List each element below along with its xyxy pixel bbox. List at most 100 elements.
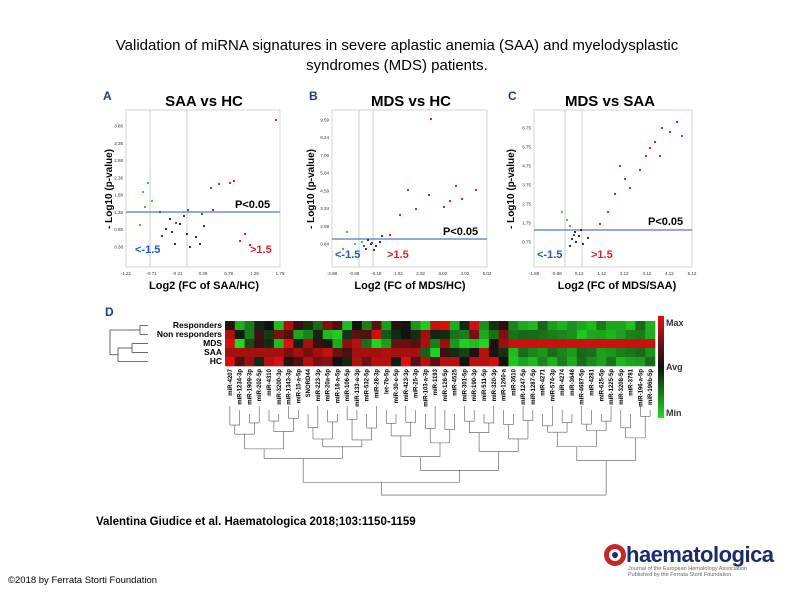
scatter-point (566, 219, 568, 221)
x-tick-label: 1.79 (276, 271, 285, 276)
heatmap-cell (264, 321, 275, 331)
column-label: miR-574-3p (550, 369, 556, 402)
heatmap-cell (361, 321, 372, 331)
heatmap-cell (371, 348, 382, 358)
column-label: miR-532-5p (365, 369, 371, 402)
heatmap-cell (273, 339, 284, 349)
x-tick-label: -0.21 (172, 271, 183, 276)
x-tick-label: 1.29 (250, 271, 259, 276)
heatmap-cell (391, 330, 402, 340)
panel-b-left-label: <-1.5 (335, 249, 360, 261)
scatter-point (229, 182, 231, 184)
heatmap-cell (381, 348, 392, 358)
heatmap-cell (303, 321, 314, 331)
y-tick-label: 2.75 (522, 202, 531, 207)
heatmap-cell (293, 339, 304, 349)
panel-a-title: SAA vs HC (165, 93, 243, 110)
heatmap-cell (527, 348, 539, 358)
heatmap-cell (508, 321, 519, 331)
y-tick-label: 9.59 (320, 118, 329, 123)
panel-a-ticks: -1.21 -0.71 -0.21 0.29 0.79 1.29 1.79 3.88 3.38 2… (114, 124, 285, 277)
slide-title: Validation of miRNA signatures in severe… (40, 36, 754, 76)
panel-a-right-label: >1.5 (250, 244, 272, 256)
heatmap-cell (293, 357, 304, 367)
heatmap-cell (273, 348, 284, 358)
scatter-point (218, 183, 220, 185)
heatmap-cell (459, 330, 470, 340)
figure: A SAA vs HC P<0.05 <-1.5 >1.5 - Log10 (p… (103, 89, 697, 496)
panel-b-frame (331, 109, 488, 268)
heatmap-cell (479, 357, 490, 367)
x-tick-label: 5.02 (483, 271, 492, 276)
y-tick-label: 2.09 (320, 224, 329, 229)
x-tick-label: 1.02 (394, 271, 403, 276)
panel-c-ylabel: - Log10 (p-value) (506, 149, 517, 229)
heatmap-cell (625, 339, 636, 349)
heatmap-cell (576, 321, 587, 331)
column-label: miR-25-3p (414, 369, 420, 398)
heatmap-cell (645, 357, 656, 367)
heatmap-cell (352, 348, 363, 358)
heatmap-cell (312, 339, 324, 349)
heatmap-cell (567, 339, 578, 349)
heatmap-cell (449, 348, 460, 358)
heatmap-cell (381, 339, 392, 349)
heatmap-cell (567, 357, 578, 367)
heatmap-cell (264, 348, 275, 358)
x-tick-label: 1.12 (597, 271, 606, 276)
heatmap-cell (332, 339, 343, 349)
heatmap-cell (361, 330, 372, 340)
heatmap-cell (400, 348, 411, 358)
panel-c-frame (533, 109, 693, 268)
scatter-point (430, 118, 432, 120)
heatmap-cell (645, 330, 656, 340)
column-label: miR-133-a-3p (355, 369, 361, 407)
heatmap-cell (498, 330, 509, 340)
scatter-point (151, 200, 153, 202)
heatmap-cell (430, 330, 441, 340)
column-label: miR-3646 (570, 368, 576, 395)
scatter-point (147, 182, 149, 184)
heatmap (225, 321, 656, 367)
column-label: miR-1260-a (502, 368, 508, 401)
scatter-point (669, 131, 671, 133)
heatmap-cell (498, 348, 509, 358)
heatmap-cell (273, 330, 284, 340)
scatter-point (569, 225, 571, 227)
heatmap-cell (293, 330, 304, 340)
heatmap-color-legend (658, 316, 664, 418)
scatter-point (574, 231, 576, 233)
heatmap-cell (264, 339, 275, 349)
heatmap-cell (244, 330, 255, 340)
panel-b-letter: B (309, 89, 318, 103)
heatmap-cell (635, 339, 646, 349)
panel-c-right-label: >1.5 (591, 249, 613, 261)
heatmap-cell (420, 339, 431, 349)
heatmap-cell (225, 330, 236, 340)
scatter-point (201, 213, 203, 215)
panel-b: B MDS vs HC P<0.05 <-1.5 >1.5 - Log10 (p… (306, 89, 492, 292)
column-label: miR-1225-5p (609, 369, 615, 405)
panel-a-points (139, 119, 277, 248)
heatmap-cell (420, 348, 431, 358)
heatmap-cell (596, 348, 607, 358)
heatmap-column-labels: miR-4207 miR-1234-3p miR-1909-3p miR-202-5p… (228, 368, 654, 406)
scatter-point (239, 240, 241, 242)
heatmap-cell (332, 321, 343, 331)
heatmap-cell (479, 330, 490, 340)
heatmap-cell (547, 357, 558, 367)
heatmap-cell (459, 348, 470, 358)
column-label: miR-202-5p (257, 369, 263, 402)
column-label: miR-30-e-5p (394, 369, 400, 404)
heatmap-cell (547, 348, 558, 358)
y-tick-label: 7.09 (320, 153, 329, 158)
scatter-point (144, 206, 146, 208)
heatmap-cell (537, 330, 548, 340)
panel-a-frame (125, 109, 281, 268)
heatmap-cell (537, 321, 548, 331)
heatmap-cell (234, 339, 245, 349)
logo-wordmark: haematologica (626, 542, 774, 567)
column-label: miR-4310 (267, 368, 273, 395)
heatmap-cell (518, 321, 529, 331)
heatmap-cell (225, 321, 236, 331)
